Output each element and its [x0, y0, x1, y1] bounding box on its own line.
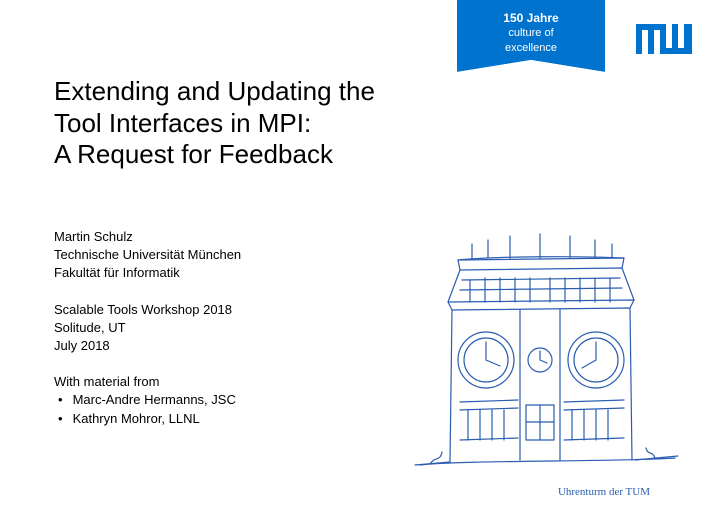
banner-line1: 150 Jahre [457, 10, 605, 26]
author-affiliation: Technische Universität München [54, 246, 241, 264]
event-name: Scalable Tools Workshop 2018 [54, 301, 241, 319]
credits-list: Marc-Andre Hermanns, JSC Kathryn Mohror,… [54, 391, 241, 427]
event-date: July 2018 [54, 337, 241, 355]
sketch-caption: Uhrenturm der TUM [558, 486, 650, 498]
anniversary-banner: 150 Jahre culture of excellence [457, 0, 605, 60]
author-department: Fakultät für Informatik [54, 264, 241, 282]
slide-title: Extending and Updating the Tool Interfac… [54, 76, 375, 171]
banner-line2: culture of [457, 26, 605, 41]
clocktower-sketch-icon [400, 230, 680, 480]
slide-body: Martin Schulz Technische Universität Mün… [54, 228, 241, 446]
event-block: Scalable Tools Workshop 2018 Solitude, U… [54, 301, 241, 356]
tum-logo-icon [636, 24, 692, 54]
banner-line3: excellence [457, 41, 605, 56]
credits-item: Kathryn Mohror, LLNL [54, 410, 241, 428]
author-name: Martin Schulz [54, 228, 241, 246]
author-block: Martin Schulz Technische Universität Mün… [54, 228, 241, 283]
title-line1: Extending and Updating the [54, 76, 375, 108]
title-line2: Tool Interfaces in MPI: [54, 108, 375, 140]
credits-item: Marc-Andre Hermanns, JSC [54, 391, 241, 409]
title-line3: A Request for Feedback [54, 139, 375, 171]
event-location: Solitude, UT [54, 319, 241, 337]
credits-heading: With material from [54, 373, 241, 391]
credits-block: With material from Marc-Andre Hermanns, … [54, 373, 241, 428]
